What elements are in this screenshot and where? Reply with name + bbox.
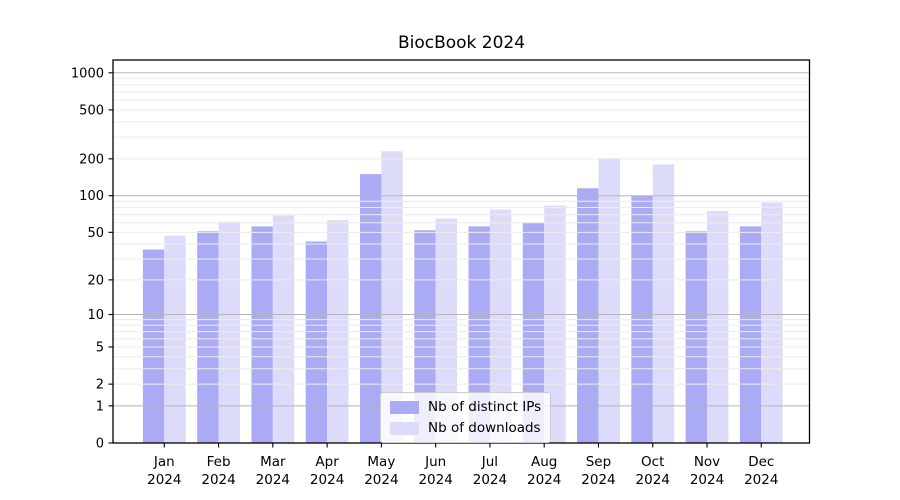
y-tick-label: 10 — [87, 308, 104, 323]
bar-ips-apr — [305, 241, 328, 443]
y-tick-label: 100 — [79, 189, 104, 204]
y-tick-label: 50 — [87, 226, 104, 241]
bar-downloads-nov — [707, 210, 729, 443]
x-tick-label-month: Feb — [207, 454, 231, 470]
x-tick-label-month: Apr — [315, 454, 339, 470]
x-tick-label-month: Mar — [260, 454, 286, 470]
x-tick-label-month: Aug — [531, 454, 557, 470]
x-tick-label-month: Sep — [586, 454, 611, 470]
x-tick-label-year: 2024 — [690, 472, 724, 488]
x-tick-label-year: 2024 — [201, 472, 235, 488]
y-tick-label: 5 — [96, 340, 104, 355]
y-tick-label: 200 — [79, 152, 104, 167]
bar-downloads-mar — [272, 215, 295, 443]
y-tick-label: 20 — [87, 273, 104, 288]
legend-label-distinct-ips: Nb of distinct IPs — [428, 399, 542, 415]
plot-border — [112, 59, 811, 444]
bar-downloads-jul — [489, 209, 512, 443]
bar-ips-nov — [685, 231, 707, 443]
x-tick-label-month: Dec — [748, 454, 774, 470]
y-tick-label: 1000 — [71, 66, 104, 81]
chart-title: BiocBook 2024 — [397, 33, 526, 53]
bar-ips-dec — [739, 226, 762, 443]
bar-downloads-feb — [218, 221, 240, 443]
x-tick-label-year: 2024 — [147, 472, 181, 488]
bar-downloads-sep — [598, 158, 620, 443]
x-tick-label-month: Jun — [424, 454, 446, 470]
bar-downloads-oct — [652, 164, 675, 443]
x-tick-label-year: 2024 — [527, 472, 561, 488]
legend-item-downloads: Nb of downloads — [390, 420, 541, 436]
x-tick-label-year: 2024 — [364, 472, 398, 488]
x-tick-label-year: 2024 — [581, 472, 615, 488]
y-tick-label: 1 — [96, 399, 104, 414]
x-tick-label-year: 2024 — [310, 472, 344, 488]
x-tick-label-month: May — [367, 454, 395, 470]
bar-downloads-jun — [435, 218, 458, 443]
x-tick-label-year: 2024 — [744, 472, 778, 488]
bar-ips-feb — [197, 231, 219, 443]
x-tick-label-month: Oct — [641, 454, 664, 470]
y-tick-label: 2 — [96, 378, 104, 393]
legend: Nb of distinct IPs Nb of downloads — [380, 392, 552, 443]
y-tick-label: 0 — [96, 437, 104, 452]
legend-item-distinct-ips: Nb of distinct IPs — [390, 399, 541, 415]
bar-ips-jan — [142, 249, 165, 443]
bar-downloads-may — [381, 151, 403, 443]
bar-ips-may — [359, 174, 382, 443]
x-tick-label-year: 2024 — [636, 472, 670, 488]
x-tick-label-year: 2024 — [256, 472, 290, 488]
y-tick-label: 500 — [79, 103, 104, 118]
bar-ips-mar — [251, 226, 273, 443]
bar-ips-sep — [577, 188, 599, 443]
bar-ips-jun — [414, 230, 436, 443]
x-tick-label-month: Jan — [153, 454, 175, 470]
x-tick-label-month: Nov — [694, 454, 720, 470]
legend-swatch-distinct-ips — [390, 400, 419, 414]
bar-ips-aug — [522, 222, 545, 443]
bar-ips-jul — [468, 226, 490, 443]
legend-swatch-downloads — [390, 421, 419, 435]
bar-downloads-dec — [761, 202, 783, 443]
x-tick-label-year: 2024 — [473, 472, 507, 488]
x-tick-label-month: Jul — [481, 454, 498, 470]
legend-label-downloads: Nb of downloads — [428, 420, 541, 436]
bar-downloads-jan — [164, 235, 186, 443]
x-tick-label-year: 2024 — [418, 472, 452, 488]
